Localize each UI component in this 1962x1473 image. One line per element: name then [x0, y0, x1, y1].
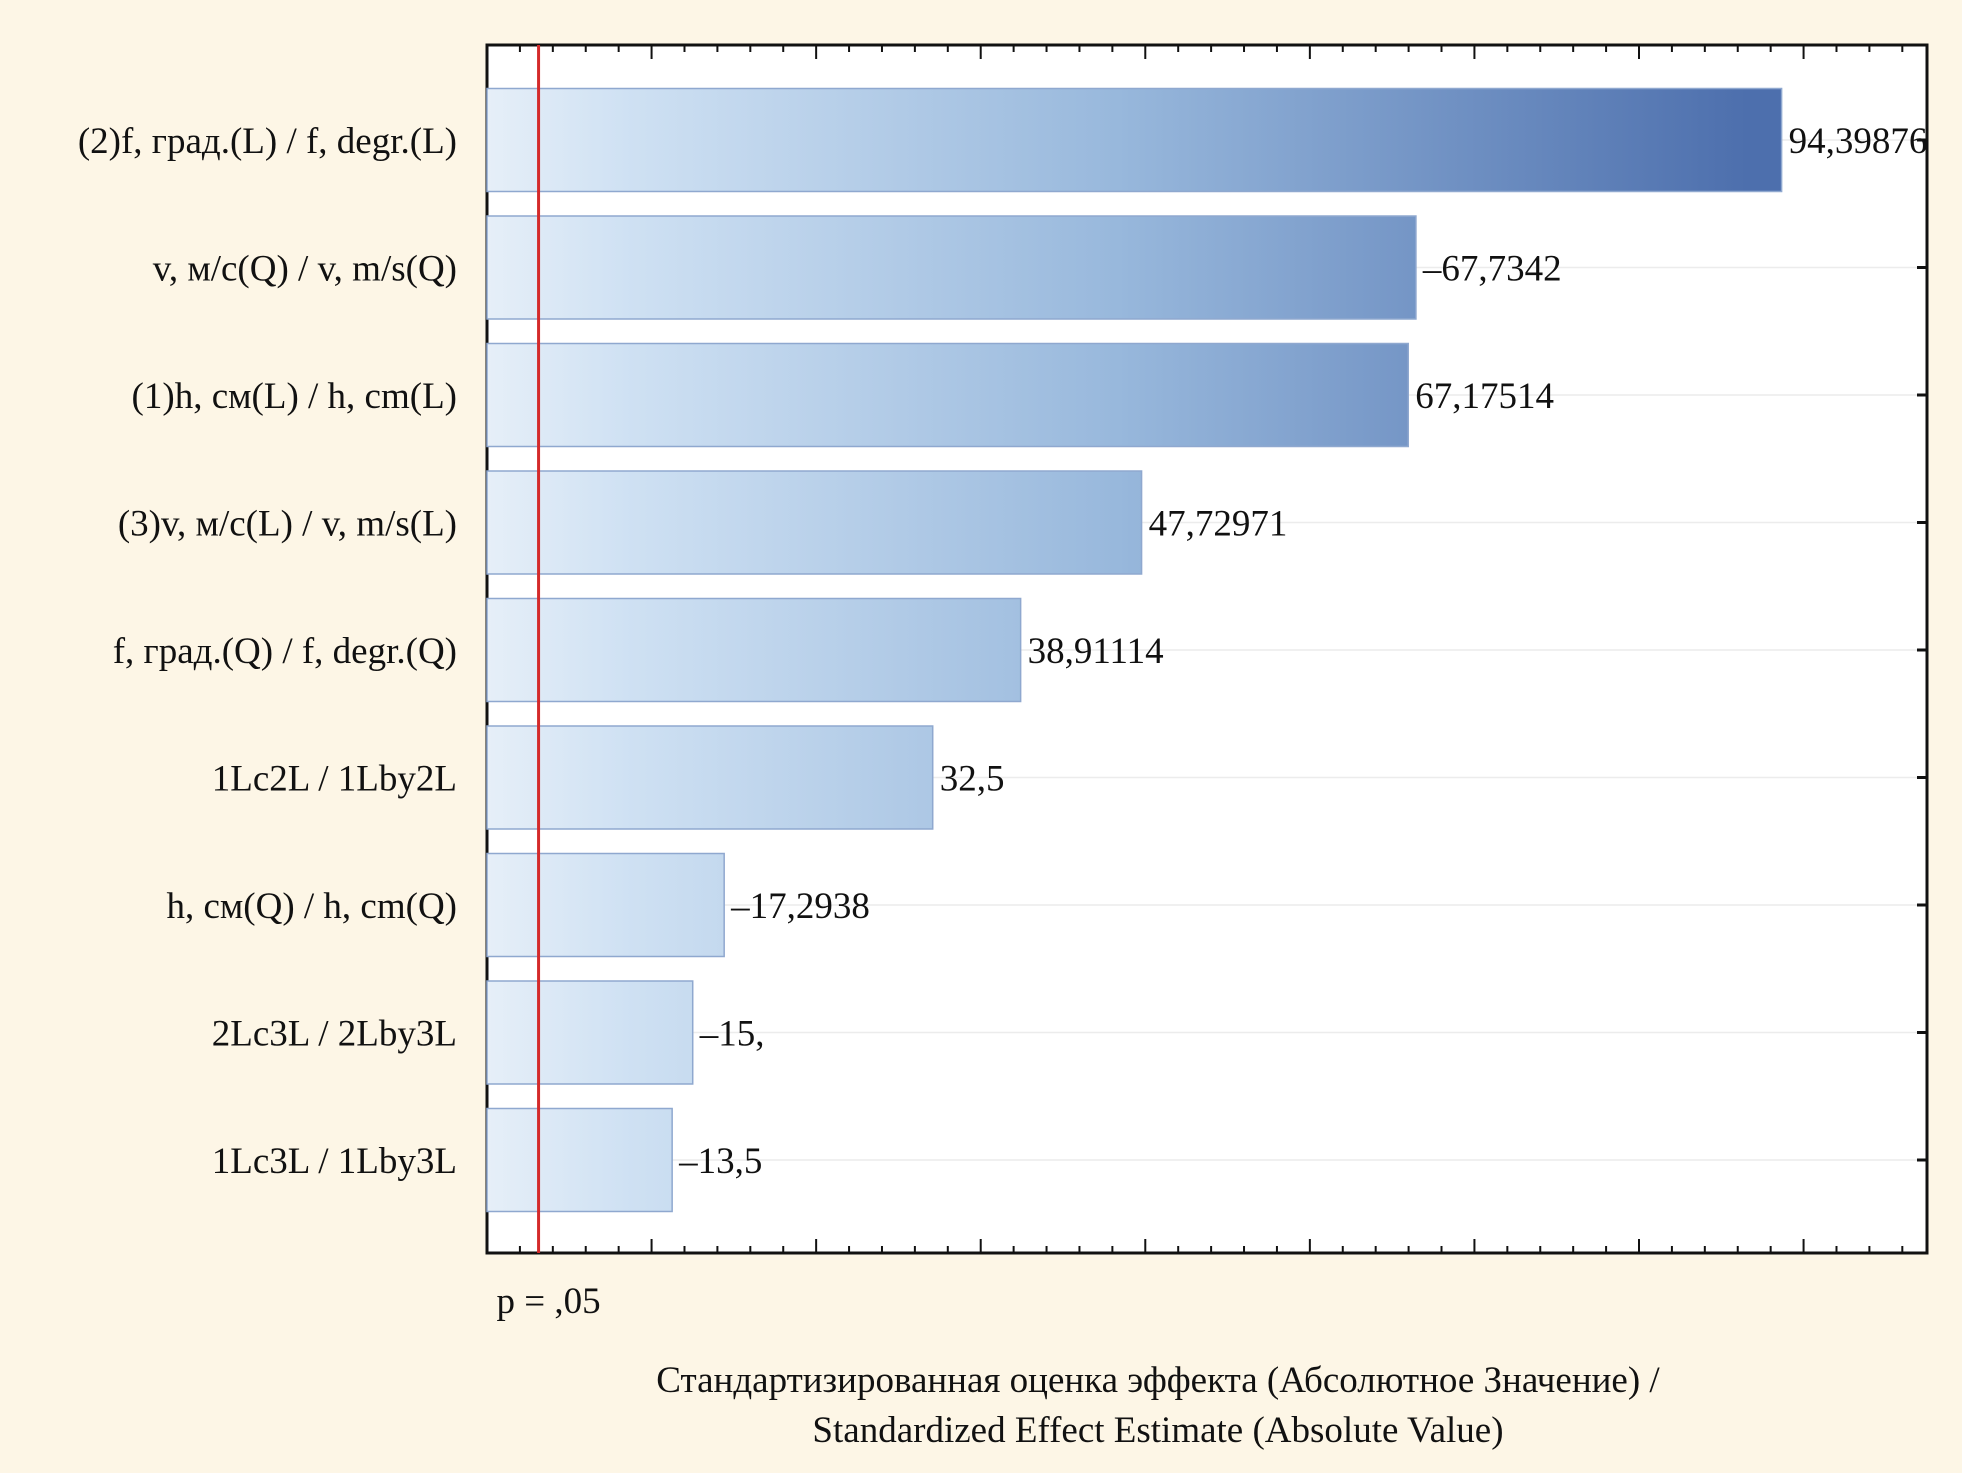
category-label: f, град.(Q) / f, degr.(Q): [113, 631, 457, 672]
value-labels: 94,39876 –67,7342 67,17514 47,72971 38,91114…: [678, 121, 1927, 1182]
bar: [486, 470, 1143, 575]
value-label: –13,5: [678, 1141, 762, 1182]
bars: [486, 87, 1783, 1213]
bar: [486, 980, 694, 1085]
category-label: 1Lc3L / 1Lby3L: [212, 1141, 457, 1182]
category-label: v, м/с(Q) / v, m/s(Q): [153, 249, 457, 290]
bar: [486, 1107, 673, 1213]
value-label: 38,91114: [1028, 631, 1164, 672]
reference-line-label: p = ,05: [497, 1281, 601, 1322]
bar: [486, 215, 1417, 320]
bar: [486, 597, 1022, 703]
x-axis-title-line1: Стандартизированная оценка эффекта (Абсо…: [656, 1360, 1660, 1401]
category-label: h, см(Q) / h, cm(Q): [166, 886, 457, 927]
bar: [486, 87, 1783, 193]
value-label: 94,39876: [1789, 121, 1928, 162]
value-label: 47,72971: [1149, 504, 1288, 545]
value-label: –15,: [699, 1014, 765, 1055]
bar: [486, 725, 934, 830]
category-label: 1Lc2L / 1Lby2L: [212, 759, 457, 800]
value-label: 67,17514: [1415, 376, 1554, 417]
bar: [486, 342, 1410, 448]
category-labels: (2)f, град.(L) / f, degr.(L) v, м/с(Q) / …: [78, 121, 457, 1182]
category-label: (2)f, град.(L) / f, degr.(L): [78, 121, 457, 162]
category-label: (3)v, м/с(L) / v, m/s(L): [118, 504, 457, 545]
value-label: 32,5: [940, 759, 1005, 800]
value-label: –67,7342: [1422, 249, 1562, 290]
bar: [486, 852, 725, 958]
value-label: –17,2938: [730, 886, 870, 927]
category-label: 2Lc3L / 2Lby3L: [212, 1014, 457, 1055]
category-label: (1)h, см(L) / h, cm(L): [132, 376, 457, 417]
x-axis-title-line2: Standardized Effect Estimate (Absolute V…: [812, 1410, 1503, 1451]
